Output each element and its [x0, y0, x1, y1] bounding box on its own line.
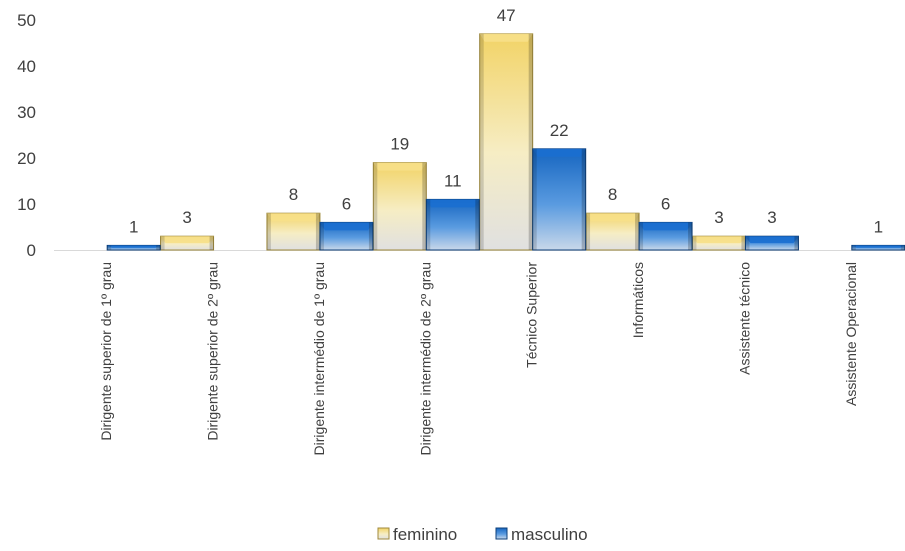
category-label: Assistente Operacional: [843, 262, 859, 406]
bar-shade-right: [794, 236, 799, 250]
bar-shade-right: [900, 245, 905, 250]
bar-shade-right: [741, 236, 746, 250]
y-tick-label: 50: [17, 11, 36, 30]
legend-item-feminino: feminino: [377, 525, 457, 544]
bar-shade-left: [373, 162, 378, 250]
bar-shade-right: [688, 222, 693, 250]
bar-masculino-1: [106, 244, 161, 251]
bar-feminino-2: [160, 235, 215, 251]
bar-masculino-5: [532, 148, 587, 251]
bar-body: [425, 198, 480, 251]
bar-shade-left: [426, 199, 431, 250]
bar-masculino-7: [744, 235, 799, 251]
bar-shade-right: [475, 199, 480, 250]
bar-shade-right: [368, 222, 373, 250]
bar-shade-left: [479, 33, 484, 250]
bar-feminino-5: [479, 33, 534, 251]
data-label-masculino: 11: [444, 171, 462, 190]
data-label-feminino: 3: [714, 208, 723, 227]
bar-bevel: [107, 245, 161, 248]
bar-shade-right: [209, 236, 214, 250]
bar-shade-left: [319, 222, 324, 250]
legend: feminino masculino: [377, 525, 588, 544]
category-label: Assistente técnico: [736, 262, 752, 375]
bar-bevel: [479, 33, 533, 42]
category-label: Técnico Superior: [524, 262, 540, 368]
data-label-masculino: 1: [129, 217, 138, 236]
bar-body: [479, 33, 534, 251]
bar-bevel: [745, 236, 799, 244]
bar-masculino-4: [425, 198, 480, 251]
bar-shade-right: [315, 213, 320, 250]
bar-masculino-8: [851, 244, 905, 251]
data-label-masculino: 3: [767, 208, 776, 227]
y-tick-label: 20: [17, 149, 36, 168]
bar-shade-right: [528, 33, 533, 250]
bar-bevel: [426, 199, 480, 208]
data-label-masculino: 6: [342, 194, 351, 213]
bar-shade-right: [156, 245, 161, 250]
bar-feminino-7: [691, 235, 746, 251]
bar-shade-left: [692, 236, 697, 250]
bar-body: [372, 162, 427, 251]
bar-bevel: [319, 222, 373, 231]
bar-shade-left: [160, 236, 165, 250]
bar-body: [532, 148, 587, 251]
bar-feminino-3: [266, 212, 321, 251]
y-tick-label: 40: [17, 57, 36, 76]
legend-swatch: [377, 527, 390, 540]
bar-bevel: [851, 245, 905, 248]
y-tick-label: 0: [27, 241, 36, 260]
bar-feminino-4: [372, 162, 427, 251]
bar-shade-right: [422, 162, 427, 250]
bar-masculino-6: [638, 221, 693, 251]
y-tick-label: 10: [17, 195, 36, 214]
bar-feminino-6: [585, 212, 640, 251]
bar-bevel: [266, 213, 320, 222]
legend-item-masculino: masculino: [495, 525, 588, 544]
bar-shade-left: [851, 245, 856, 250]
data-label-feminino: 47: [497, 6, 516, 25]
bar-shade-right: [581, 148, 586, 250]
bar-masculino-3: [319, 221, 374, 251]
legend-label: masculino: [511, 525, 588, 544]
data-label-feminino: 8: [289, 185, 298, 204]
category-label: Informáticos: [630, 262, 646, 338]
bar-bevel: [373, 162, 427, 171]
category-label: Dirigente superior de 2º grau: [205, 262, 221, 441]
bar-shade-left: [745, 236, 750, 250]
data-label-masculino: 1: [874, 217, 883, 236]
data-label-feminino: 3: [182, 208, 191, 227]
data-label-masculino: 6: [661, 194, 670, 213]
bar-shade-left: [639, 222, 644, 250]
legend-label: feminino: [393, 525, 457, 544]
bar-shade-left: [532, 148, 537, 250]
y-tick-label: 30: [17, 103, 36, 122]
bar-bevel: [160, 236, 214, 244]
category-label: Dirigente intermédio de 2º grau: [417, 262, 433, 455]
data-label-feminino: 19: [390, 135, 409, 154]
bar-shade-left: [586, 213, 591, 250]
bar-bevel: [639, 222, 693, 231]
bar-bevel: [586, 213, 640, 222]
bar-shade-left: [266, 213, 271, 250]
bar-bevel: [692, 236, 746, 244]
category-label: Dirigente intermédio de 1º grau: [311, 262, 327, 455]
bar-shade-left: [107, 245, 112, 250]
legend-swatch: [495, 527, 508, 540]
data-label-feminino: 8: [608, 185, 617, 204]
bar-shade-right: [635, 213, 640, 250]
data-label-masculino: 22: [550, 121, 569, 140]
bar-bevel: [532, 148, 586, 157]
category-label: Dirigente superior de 1º grau: [98, 262, 114, 441]
